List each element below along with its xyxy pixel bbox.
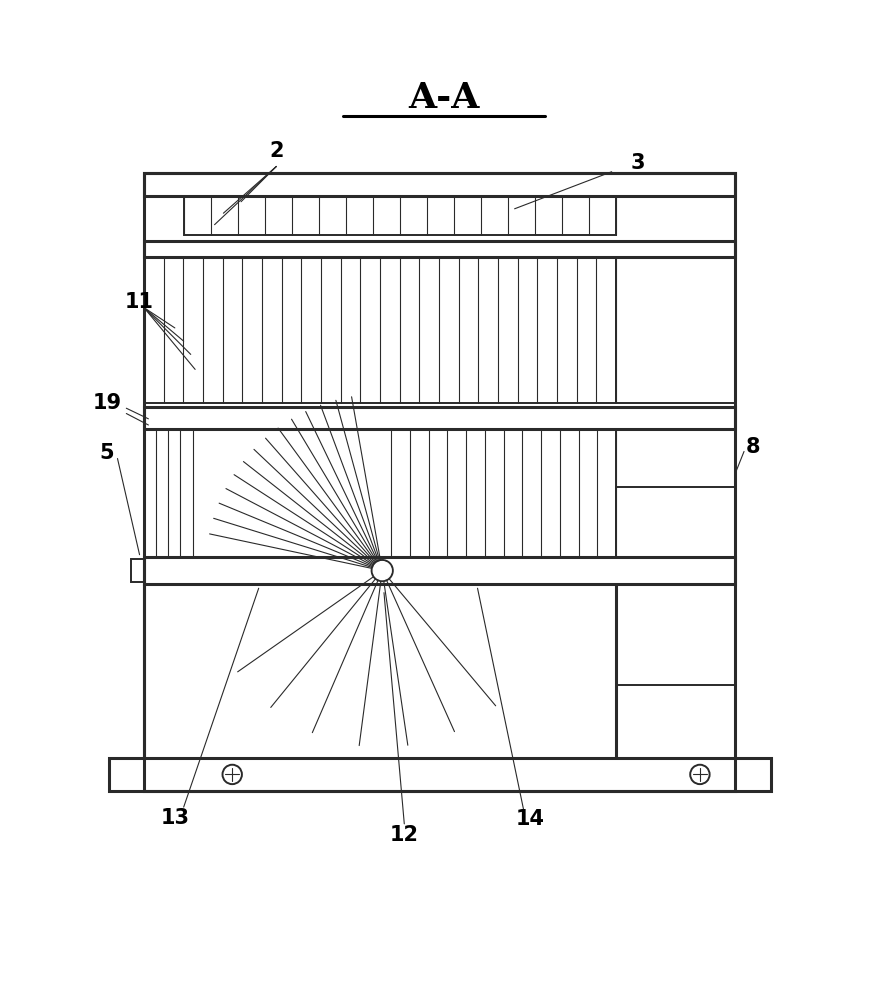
Bar — [144, 173, 735, 791]
Text: 11: 11 — [125, 292, 154, 312]
Bar — [616, 257, 735, 403]
Text: A-A: A-A — [408, 81, 480, 115]
Text: 8: 8 — [746, 437, 760, 457]
Text: 5: 5 — [99, 443, 115, 463]
Text: 13: 13 — [161, 808, 189, 828]
Circle shape — [372, 560, 392, 581]
Bar — [144, 173, 735, 196]
Bar — [108, 758, 771, 791]
Text: 3: 3 — [630, 153, 646, 173]
Bar — [616, 584, 735, 685]
Bar — [616, 487, 735, 557]
Bar — [144, 257, 616, 403]
Bar — [131, 559, 144, 582]
Circle shape — [373, 562, 392, 580]
Bar — [144, 241, 735, 257]
Bar — [144, 407, 735, 429]
Bar — [184, 196, 616, 235]
Text: 19: 19 — [92, 393, 122, 413]
Bar — [144, 429, 616, 557]
Bar — [144, 557, 735, 584]
Text: 12: 12 — [390, 825, 419, 845]
Text: 14: 14 — [516, 809, 545, 829]
Text: 2: 2 — [269, 141, 283, 161]
